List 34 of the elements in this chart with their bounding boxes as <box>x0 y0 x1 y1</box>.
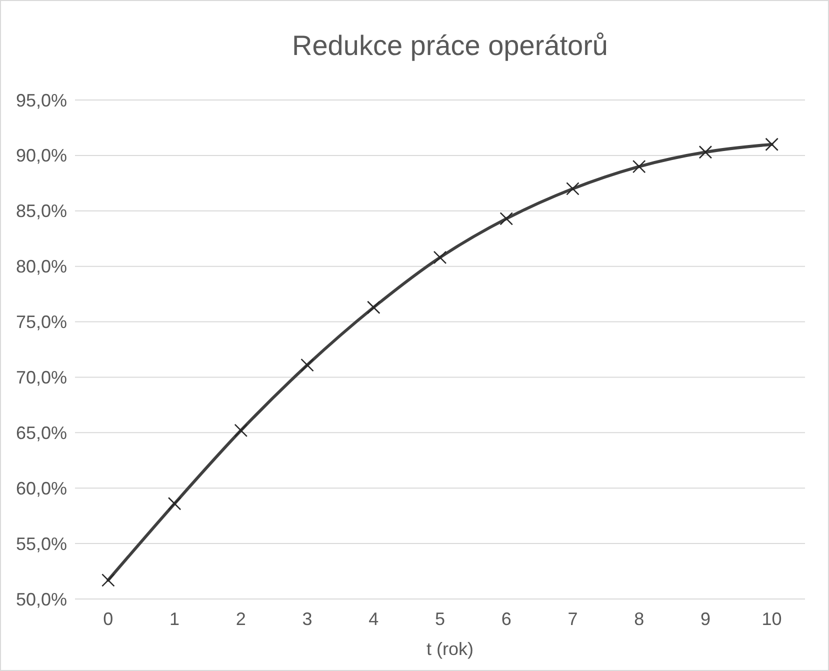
y-tick-label: 50,0% <box>16 589 67 610</box>
y-tick-label: 80,0% <box>16 256 67 277</box>
x-tick-label: 4 <box>368 609 379 629</box>
point <box>632 160 646 174</box>
x-tick-label: 7 <box>568 609 578 629</box>
x-axis-title: t (rok) <box>426 639 474 659</box>
y-tick-label: 55,0% <box>16 534 67 554</box>
x-tick-label: 5 <box>434 609 446 629</box>
x-tick-label: 2 <box>236 609 246 629</box>
x-tick-label: 8 <box>634 609 644 629</box>
x-tick-label: 9 <box>700 609 710 629</box>
point <box>566 182 580 196</box>
x-tick-label: 10 <box>762 609 782 629</box>
point <box>102 574 115 587</box>
point <box>433 250 447 264</box>
x-tick-label: 3 <box>302 609 312 629</box>
y-tick-label: 70,0% <box>16 368 67 388</box>
x-tick-label: 6 <box>501 609 512 629</box>
x-tick-label: 1 <box>170 609 180 629</box>
y-tick-label: 65,0% <box>16 422 67 443</box>
chart-title: Redukce práce operátorů <box>292 30 608 61</box>
y-tick-label: 90,0% <box>16 146 67 166</box>
x-tick-label: 0 <box>103 609 114 629</box>
point <box>765 138 778 152</box>
y-tick-label: 95,0% <box>16 90 67 110</box>
y-tick-label: 60,0% <box>16 478 67 498</box>
y-tick-label: 75,0% <box>16 312 67 332</box>
point <box>366 300 380 314</box>
point <box>698 145 712 159</box>
point <box>234 424 248 438</box>
point <box>168 496 182 510</box>
point <box>300 358 314 372</box>
point <box>500 212 514 226</box>
y-tick-label: 85,0% <box>16 201 67 222</box>
